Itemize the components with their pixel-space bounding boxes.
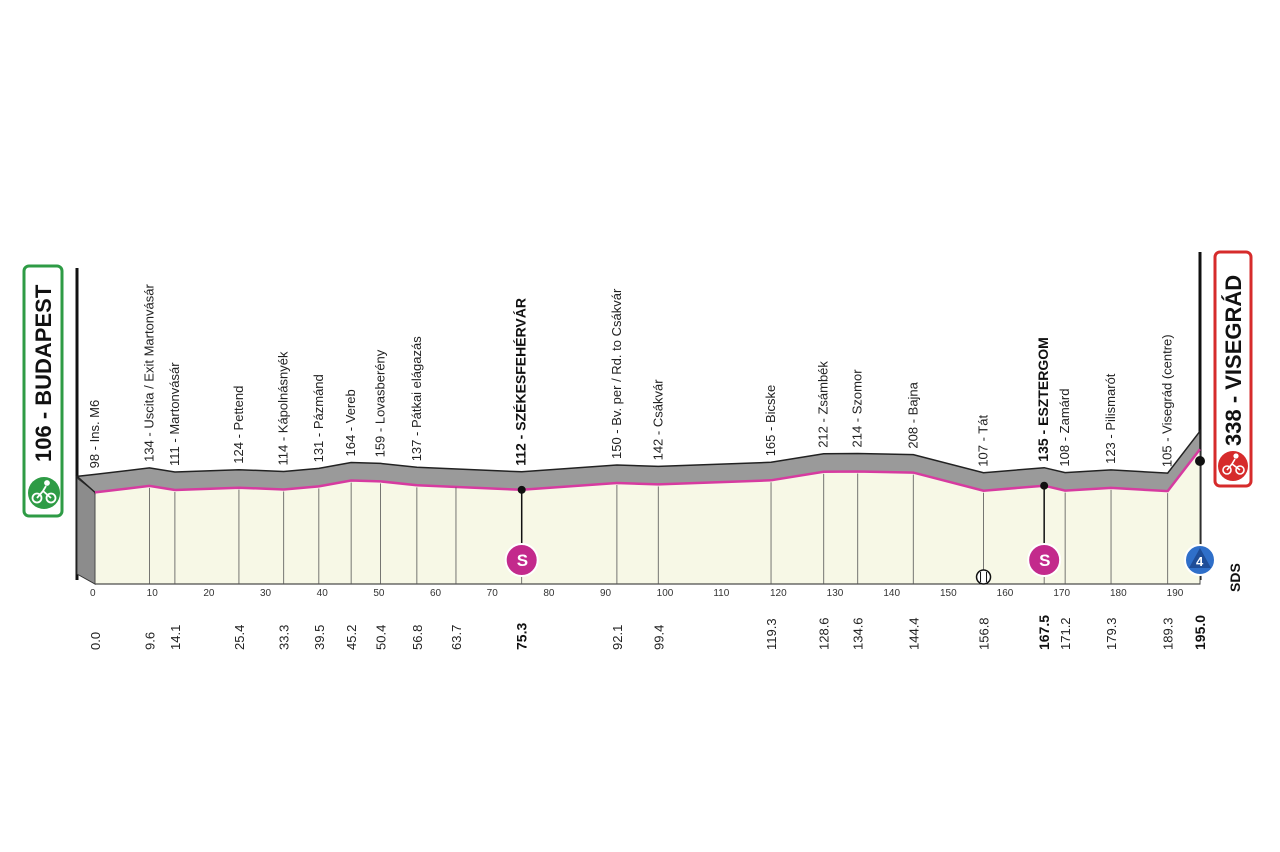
finish-box-border (1213, 250, 1253, 488)
profile-side (76, 476, 96, 585)
place-label: 208 - Bajna (905, 381, 920, 448)
place-label: 214 - Szomor (850, 369, 865, 448)
km-label: 99.4 (651, 625, 666, 650)
km-axis: 0 10 20 30 40 50 60 70 80 90 100 110 120 130 140 150 160… (88, 588, 1208, 650)
axis-tick-label: 120 (770, 588, 787, 599)
km-label: 171.2 (1058, 617, 1073, 650)
start-label: 106 - BUDAPEST (31, 284, 56, 462)
place-label: 150 - Bv. per / Rd. to Csákvár (609, 288, 624, 459)
axis-tick-label: 150 (940, 588, 957, 599)
axis-tick-label: 50 (373, 588, 385, 599)
axis-tick-label: 30 (260, 588, 272, 599)
place-label: 137 - Pátkai elágazás (409, 336, 424, 462)
route-line (94, 448, 1201, 494)
km-label: 128.6 (817, 617, 832, 650)
km-label: 179.3 (1104, 617, 1119, 650)
axis-tick-label: 140 (883, 588, 900, 599)
km-label: 92.1 (610, 625, 625, 650)
place-label: 108 - Zamárd (1057, 389, 1072, 467)
axis-tick-label: 60 (430, 588, 442, 599)
place-label: 212 - Zsámbék (816, 361, 831, 448)
place-label: 142 - Csákvár (650, 379, 665, 461)
axis-tick-label: 110 (713, 588, 729, 599)
sprint-icon (504, 543, 539, 577)
start-box-border (22, 264, 64, 518)
sprint-symbol: S (517, 551, 528, 570)
km-label: 134.6 (851, 617, 866, 650)
km-label: 0.0 (88, 632, 103, 650)
place-label: 134 - Uscita / Exit Martonvásár (141, 284, 156, 462)
terrain (75, 428, 1201, 585)
km-label: 14.1 (168, 625, 183, 650)
place-label: 123 - Pilismarót (1103, 373, 1118, 464)
km-label: 189.3 (1161, 617, 1176, 650)
km-label: 33.3 (277, 625, 292, 650)
axis-tick-label: 70 (487, 588, 499, 599)
axis-tick-label: 180 (1110, 588, 1127, 599)
sprint-symbol: S (1039, 551, 1050, 570)
sprint-dot (517, 485, 526, 494)
icons: S S 4 (504, 456, 1216, 585)
finish-icon-circle (1218, 451, 1248, 481)
axis-tick-label: 10 (147, 588, 159, 599)
axis-tick-label: 0 (90, 588, 96, 599)
km-label: 144.4 (906, 617, 921, 650)
start-box: 106 - BUDAPEST (22, 264, 64, 518)
place-label: 135 - ESZTERGOM (1035, 337, 1051, 461)
place-label: 164 - Vereb (343, 389, 358, 456)
place-label: 112 - SZÉKESFEHÉRVÁR (513, 298, 529, 466)
km-label: 25.4 (232, 625, 247, 650)
axis-tick-label: 130 (827, 588, 844, 599)
place-label: 107 - Tát (976, 415, 991, 467)
sds-label: SDS (1227, 563, 1243, 592)
km-label: 45.2 (344, 625, 359, 650)
axis-tick-label: 190 (1167, 588, 1184, 599)
axis-tick-label: 20 (203, 588, 215, 599)
place-label: 124 - Pettend (231, 386, 246, 464)
km-label: 75.3 (514, 623, 530, 650)
axis-tick-label: 100 (657, 588, 674, 599)
sprint-icon (1027, 543, 1062, 577)
place-label: 159 - Lovasberény (373, 349, 388, 457)
finish-label: 338 - VISEGRÁD (1221, 275, 1246, 446)
km-label: 156.8 (977, 617, 992, 650)
km-label: 167.5 (1036, 615, 1052, 650)
km-label: 119.3 (764, 618, 779, 650)
feed-zone-icon (975, 569, 992, 585)
kom-triangle-icon (1189, 548, 1211, 568)
place-label: 165 - Bicske (763, 385, 778, 457)
place-marks: 98 - Ins. M6 134 - Uscita / Exit Martonvá… (87, 284, 1201, 584)
axis-tick-label: 80 (543, 588, 555, 599)
axis-tick-label: 40 (317, 588, 329, 599)
place-label: 131 - Pázmánd (311, 374, 326, 462)
axis-tick-label: 160 (997, 588, 1014, 599)
km-label: 39.5 (312, 625, 327, 650)
axis-tick-label: 90 (600, 588, 612, 599)
km-label: 195.0 (1192, 615, 1208, 650)
finish-box: 338 - VISEGRÁD (1213, 250, 1253, 488)
finish-dot (1195, 456, 1205, 466)
axis-tick-label: 170 (1053, 588, 1070, 599)
km-label: 56.8 (410, 625, 425, 650)
km-label: 9.6 (142, 632, 157, 650)
km-label: 50.4 (374, 625, 389, 650)
sprint-dot (1040, 481, 1049, 490)
place-label: 105 - Visegrád (centre) (1160, 334, 1175, 467)
kom-category: 4 (1196, 554, 1204, 569)
cyclist-icon (31, 480, 57, 504)
place-label: 111 - Martonvásár (167, 362, 182, 466)
cyclist-icon (1222, 453, 1245, 475)
place-label: 98 - Ins. M6 (87, 400, 102, 469)
km-label: 63.7 (449, 625, 464, 650)
place-label: 114 - Kápolnásnyék (276, 351, 291, 465)
